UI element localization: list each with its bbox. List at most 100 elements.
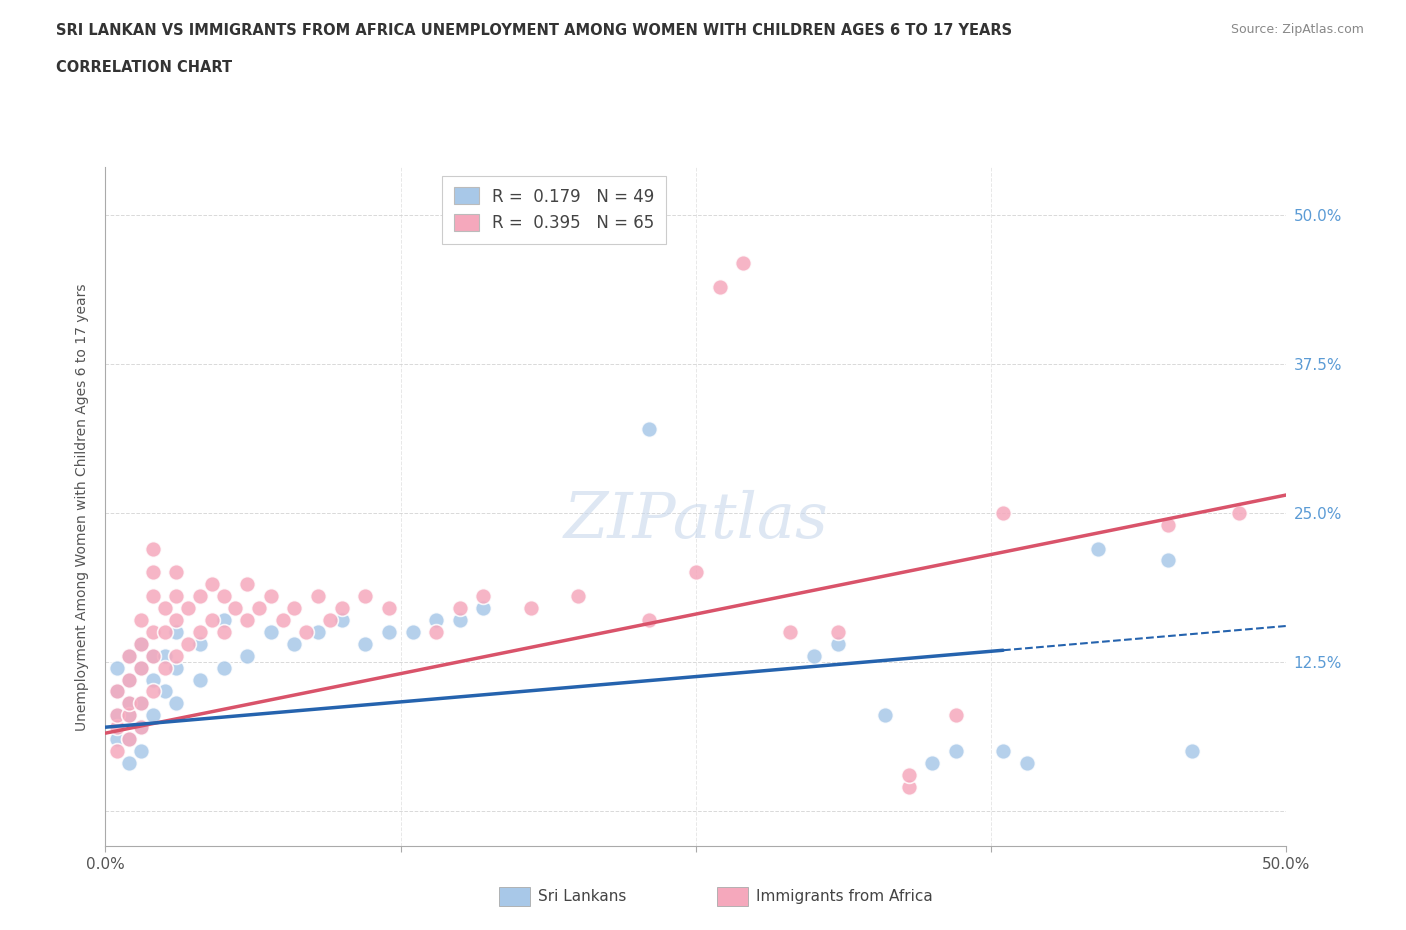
Point (129, 660, 152, 675)
Y-axis label: Unemployment Among Women with Children Ages 6 to 17 years: Unemployment Among Women with Children A… (76, 283, 90, 731)
Point (142, 565, 165, 579)
Point (118, 648, 141, 663)
Point (271, 613, 294, 628)
Point (188, 624, 211, 639)
Point (118, 696, 141, 711)
Point (105, 660, 128, 675)
Point (425, 613, 447, 628)
Point (449, 613, 471, 628)
Point (401, 624, 423, 639)
Point (165, 660, 187, 675)
Point (827, 624, 849, 639)
Point (142, 541, 165, 556)
Point (921, 755, 943, 770)
Point (212, 624, 235, 639)
Point (733, 255, 755, 270)
Text: ZIPatlas: ZIPatlas (564, 489, 828, 551)
Point (779, 624, 801, 639)
Point (201, 613, 224, 628)
Point (354, 589, 377, 604)
Point (1157, 553, 1180, 568)
Point (1227, 505, 1250, 520)
Point (177, 601, 200, 616)
Point (212, 613, 235, 628)
Point (105, 684, 128, 699)
Point (165, 589, 187, 604)
Point (236, 577, 259, 591)
Point (425, 624, 447, 639)
Point (283, 601, 305, 616)
Point (260, 624, 283, 639)
Point (165, 613, 187, 628)
Point (165, 624, 187, 639)
Point (224, 601, 246, 616)
Point (212, 589, 235, 604)
Point (165, 648, 187, 663)
Point (378, 601, 401, 616)
Point (247, 601, 270, 616)
Point (142, 708, 165, 723)
Point (118, 732, 141, 747)
Point (897, 779, 920, 794)
Point (354, 636, 377, 651)
Point (1015, 755, 1038, 770)
Point (1087, 541, 1109, 556)
Point (188, 672, 211, 687)
Point (236, 613, 259, 628)
Text: Source: ZipAtlas.com: Source: ZipAtlas.com (1230, 23, 1364, 36)
Point (637, 613, 659, 628)
Point (177, 636, 200, 651)
Point (260, 589, 283, 604)
Point (188, 589, 211, 604)
Point (153, 684, 176, 699)
Point (803, 648, 825, 663)
Point (567, 589, 589, 604)
Point (1181, 744, 1204, 759)
Point (118, 648, 141, 663)
Point (188, 636, 211, 651)
Point (118, 732, 141, 747)
Point (153, 624, 176, 639)
Point (945, 708, 967, 723)
Point (201, 577, 224, 591)
Point (105, 708, 128, 723)
Point (165, 565, 187, 579)
Point (129, 636, 152, 651)
Point (118, 672, 141, 687)
Point (129, 720, 152, 735)
Point (153, 648, 176, 663)
Point (212, 660, 235, 675)
Point (991, 744, 1014, 759)
Point (330, 613, 353, 628)
Point (685, 565, 707, 579)
Point (945, 744, 967, 759)
Point (142, 648, 165, 663)
Point (319, 613, 342, 628)
Text: CORRELATION CHART: CORRELATION CHART (56, 60, 232, 75)
Point (873, 708, 896, 723)
Point (129, 720, 152, 735)
Point (709, 279, 731, 294)
Point (129, 696, 152, 711)
Point (827, 636, 849, 651)
Text: Sri Lankans: Sri Lankans (538, 889, 627, 904)
Text: Immigrants from Africa: Immigrants from Africa (756, 889, 934, 904)
Point (991, 505, 1014, 520)
Point (142, 672, 165, 687)
Point (129, 613, 152, 628)
Point (129, 660, 152, 675)
Point (118, 708, 141, 723)
Point (105, 732, 128, 747)
Point (307, 624, 329, 639)
Point (118, 755, 141, 770)
Point (153, 601, 176, 616)
Point (1157, 517, 1180, 532)
Point (236, 648, 259, 663)
Point (118, 708, 141, 723)
Point (105, 684, 128, 699)
Point (105, 744, 128, 759)
Point (118, 672, 141, 687)
Point (165, 696, 187, 711)
Point (330, 601, 353, 616)
Point (129, 636, 152, 651)
